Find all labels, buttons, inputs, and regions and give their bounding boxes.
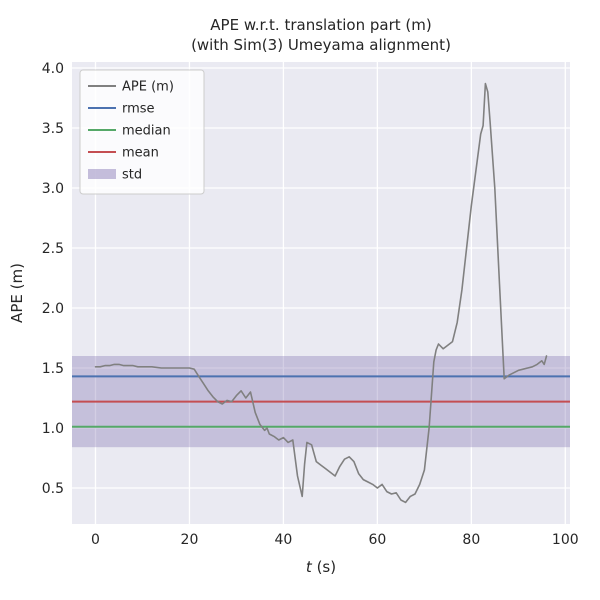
x-tick-label-3: 60 [368, 532, 386, 548]
x-tick-label-1: 20 [181, 532, 199, 548]
y-tick-label-3: 2.0 [42, 301, 64, 317]
x-axis-label: t (s) [306, 558, 336, 576]
ape-line [94, 82, 548, 504]
legend-label-mean: mean [122, 146, 159, 161]
legend-label-ape-m-: APE (m) [122, 80, 174, 95]
y-tick-label-4: 2.5 [42, 241, 64, 257]
chart-title-line-1: APE w.r.t. translation part (m) [210, 16, 431, 34]
y-tick-label-0: 0.5 [42, 481, 64, 497]
y-tick-label-7: 4.0 [42, 61, 64, 77]
x-tick-label-5: 100 [552, 532, 579, 548]
legend-sample-std-patch [88, 169, 116, 179]
x-tick-label-4: 80 [462, 532, 480, 548]
legend: APE (m) rmse median mean std [79, 69, 205, 195]
y-tick-label-2: 1.5 [42, 361, 64, 377]
legend-frame [79, 69, 205, 195]
legend-item-std: std [88, 168, 142, 183]
y-tick-label-6: 3.5 [42, 121, 64, 137]
legend-label-rmse: rmse [122, 102, 155, 117]
chart-title-line-2: (with Sim(3) Umeyama alignment) [191, 36, 451, 54]
legend-item-rmse: rmse [88, 102, 155, 117]
y-tick-label-5: 3.0 [42, 181, 64, 197]
legend-item-ape-m-: APE (m) [88, 80, 174, 95]
y-tick-label-1: 1.0 [42, 421, 64, 437]
x-tick-label-0: 0 [91, 532, 100, 548]
legend-item-mean: mean [88, 146, 159, 161]
legend-item-median: median [88, 124, 171, 139]
x-tick-label-2: 40 [275, 532, 293, 548]
legend-label-median: median [122, 124, 171, 139]
legend-label-std: std [122, 168, 142, 183]
y-axis-label: APE (m) [8, 263, 26, 323]
